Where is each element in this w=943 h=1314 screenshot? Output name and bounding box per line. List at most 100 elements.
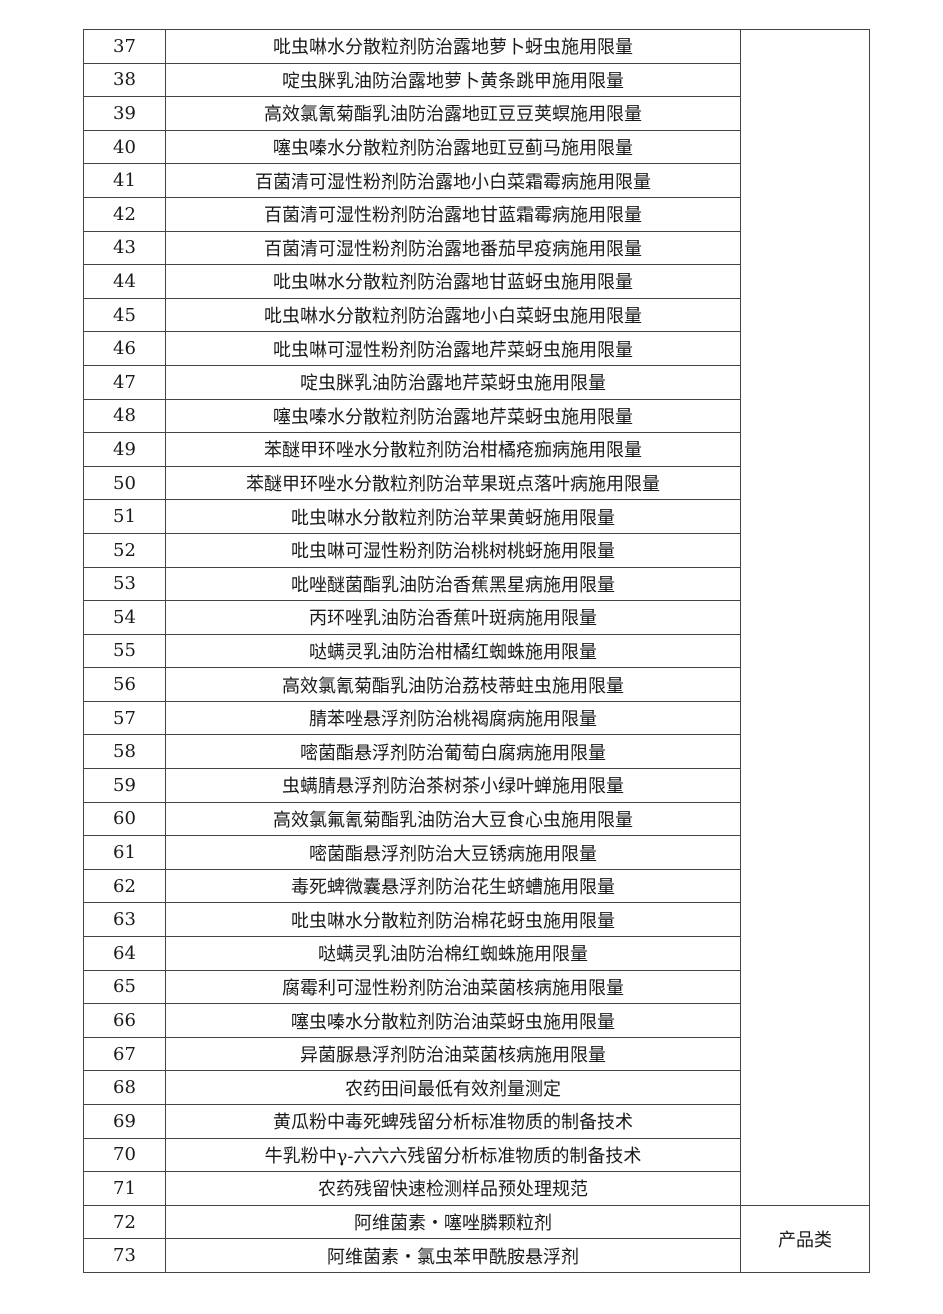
standard-name: 苯醚甲环唑水分散粒剂防治柑橘疮痂病施用限量 <box>165 432 741 467</box>
table-row: 57 腈苯唑悬浮剂防治桃褐腐病施用限量 <box>83 700 870 736</box>
category-cell <box>740 29 870 1206</box>
standard-name: 农药残留快速检测样品预处理规范 <box>165 1171 741 1206</box>
row-number: 46 <box>83 331 166 366</box>
standard-name: 哒螨灵乳油防治棉红蜘蛛施用限量 <box>165 936 741 971</box>
row-number: 63 <box>83 902 166 938</box>
row-number: 38 <box>83 62 166 98</box>
table-row: 50 苯醚甲环唑水分散粒剂防治苹果斑点落叶病施用限量 <box>83 465 870 501</box>
row-number: 49 <box>83 432 166 467</box>
table-row: 38 啶虫脒乳油防治露地萝卜黄条跳甲施用限量 <box>83 62 870 98</box>
row-number: 50 <box>83 465 166 501</box>
row-number: 47 <box>83 364 166 400</box>
row-number: 53 <box>83 566 166 602</box>
standard-name: 吡虫啉水分散粒剂防治露地甘蓝蚜虫施用限量 <box>165 264 741 299</box>
standard-name: 阿维菌素・噻唑膦颗粒剂 <box>165 1204 741 1240</box>
row-number: 41 <box>83 163 166 198</box>
table-row: 53 吡唑醚菌酯乳油防治香蕉黑星病施用限量 <box>83 566 870 602</box>
standard-name: 高效氯氟氰菊酯乳油防治大豆食心虫施用限量 <box>165 801 741 837</box>
standard-name: 高效氯氰菊酯乳油防治露地豇豆豆荚螟施用限量 <box>165 96 741 131</box>
table-row: 48 噻虫嗪水分散粒剂防治露地芹菜蚜虫施用限量 <box>83 398 870 434</box>
row-number: 56 <box>83 667 166 702</box>
table-row: 65 腐霉利可湿性粉剂防治油菜菌核病施用限量 <box>83 969 870 1005</box>
row-number: 73 <box>83 1238 166 1273</box>
standard-name: 毒死蜱微囊悬浮剂防治花生蛴螬施用限量 <box>165 868 741 904</box>
standard-name: 吡虫啉水分散粒剂防治苹果黄蚜施用限量 <box>165 499 741 534</box>
table-row: 49 苯醚甲环唑水分散粒剂防治柑橘疮痂病施用限量 <box>83 432 870 467</box>
row-number: 57 <box>83 700 166 736</box>
standard-name: 吡虫啉可湿性粉剂防治露地芹菜蚜虫施用限量 <box>165 331 741 366</box>
table-row: 42 百菌清可湿性粉剂防治露地甘蓝霜霉病施用限量 <box>83 196 870 232</box>
table-row: 63 吡虫啉水分散粒剂防治棉花蚜虫施用限量 <box>83 902 870 938</box>
standard-name: 腐霉利可湿性粉剂防治油菜菌核病施用限量 <box>165 969 741 1005</box>
standard-name: 黄瓜粉中毒死蜱残留分析标准物质的制备技术 <box>165 1104 741 1139</box>
table-row: 73 阿维菌素・氯虫苯甲酰胺悬浮剂 <box>83 1238 870 1273</box>
table-row: 39 高效氯氰菊酯乳油防治露地豇豆豆荚螟施用限量 <box>83 96 870 131</box>
table-row: 55 哒螨灵乳油防治柑橘红蜘蛛施用限量 <box>83 633 870 669</box>
row-number: 72 <box>83 1204 166 1240</box>
table-row: 47 啶虫脒乳油防治露地芹菜蚜虫施用限量 <box>83 364 870 400</box>
standard-name: 阿维菌素・氯虫苯甲酰胺悬浮剂 <box>165 1238 741 1273</box>
row-number: 43 <box>83 230 166 266</box>
row-number: 52 <box>83 532 166 568</box>
row-number: 70 <box>83 1137 166 1173</box>
table-row: 40 噻虫嗪水分散粒剂防治露地豇豆蓟马施用限量 <box>83 129 870 165</box>
row-number: 65 <box>83 969 166 1005</box>
table-row: 61 嘧菌酯悬浮剂防治大豆锈病施用限量 <box>83 835 870 870</box>
standard-name: 嘧菌酯悬浮剂防治大豆锈病施用限量 <box>165 835 741 870</box>
row-number: 68 <box>83 1070 166 1105</box>
row-number: 42 <box>83 196 166 232</box>
row-number: 71 <box>83 1171 166 1206</box>
table-row: 45 吡虫啉水分散粒剂防治露地小白菜蚜虫施用限量 <box>83 297 870 333</box>
standard-name: 啶虫脒乳油防治露地萝卜黄条跳甲施用限量 <box>165 62 741 98</box>
table-row: 72 阿维菌素・噻唑膦颗粒剂 产品类 <box>83 1204 870 1273</box>
standard-name: 异菌脲悬浮剂防治油菜菌核病施用限量 <box>165 1036 741 1072</box>
row-number: 44 <box>83 264 166 299</box>
standard-name: 百菌清可湿性粉剂防治露地番茄早疫病施用限量 <box>165 230 741 266</box>
standard-name: 吡虫啉水分散粒剂防治棉花蚜虫施用限量 <box>165 902 741 938</box>
standard-name: 吡唑醚菌酯乳油防治香蕉黑星病施用限量 <box>165 566 741 602</box>
standard-name: 苯醚甲环唑水分散粒剂防治苹果斑点落叶病施用限量 <box>165 465 741 501</box>
table-row: 43 百菌清可湿性粉剂防治露地番茄早疫病施用限量 <box>83 230 870 266</box>
row-number: 55 <box>83 633 166 669</box>
standard-name: 百菌清可湿性粉剂防治露地小白菜霜霉病施用限量 <box>165 163 741 198</box>
row-number: 62 <box>83 868 166 904</box>
table-row: 44 吡虫啉水分散粒剂防治露地甘蓝蚜虫施用限量 <box>83 264 870 299</box>
category-cell: 产品类 <box>740 1204 870 1273</box>
standard-name: 丙环唑乳油防治香蕉叶斑病施用限量 <box>165 600 741 635</box>
row-number: 69 <box>83 1104 166 1139</box>
row-number: 48 <box>83 398 166 434</box>
row-number: 59 <box>83 768 166 803</box>
row-number: 66 <box>83 1003 166 1038</box>
row-number: 58 <box>83 734 166 770</box>
table-row: 51 吡虫啉水分散粒剂防治苹果黄蚜施用限量 <box>83 499 870 534</box>
row-number: 45 <box>83 297 166 333</box>
standard-name: 腈苯唑悬浮剂防治桃褐腐病施用限量 <box>165 700 741 736</box>
standard-name: 农药田间最低有效剂量测定 <box>165 1070 741 1105</box>
standard-name: 噻虫嗪水分散粒剂防治油菜蚜虫施用限量 <box>165 1003 741 1038</box>
row-number: 37 <box>83 29 166 64</box>
row-number: 54 <box>83 600 166 635</box>
table-row: 41 百菌清可湿性粉剂防治露地小白菜霜霉病施用限量 <box>83 163 870 198</box>
row-number: 51 <box>83 499 166 534</box>
table-row: 52 吡虫啉可湿性粉剂防治桃树桃蚜施用限量 <box>83 532 870 568</box>
standard-name: 高效氯氰菊酯乳油防治荔枝蒂蛀虫施用限量 <box>165 667 741 702</box>
row-number: 64 <box>83 936 166 971</box>
standard-name: 吡虫啉可湿性粉剂防治桃树桃蚜施用限量 <box>165 532 741 568</box>
row-number: 60 <box>83 801 166 837</box>
standard-name: 噻虫嗪水分散粒剂防治露地豇豆蓟马施用限量 <box>165 129 741 165</box>
standard-name: 嘧菌酯悬浮剂防治葡萄白腐病施用限量 <box>165 734 741 770</box>
standard-name: 啶虫脒乳油防治露地芹菜蚜虫施用限量 <box>165 364 741 400</box>
row-number: 39 <box>83 96 166 131</box>
table-row: 60 高效氯氟氰菊酯乳油防治大豆食心虫施用限量 <box>83 801 870 837</box>
table-row: 69 黄瓜粉中毒死蜱残留分析标准物质的制备技术 <box>83 1104 870 1139</box>
standard-name: 牛乳粉中γ-六六六残留分析标准物质的制备技术 <box>165 1137 741 1173</box>
table-row: 62 毒死蜱微囊悬浮剂防治花生蛴螬施用限量 <box>83 868 870 904</box>
table-row: 56 高效氯氰菊酯乳油防治荔枝蒂蛀虫施用限量 <box>83 667 870 702</box>
standard-name: 吡虫啉水分散粒剂防治露地小白菜蚜虫施用限量 <box>165 297 741 333</box>
standard-name: 虫螨腈悬浮剂防治茶树茶小绿叶蝉施用限量 <box>165 768 741 803</box>
standard-name: 哒螨灵乳油防治柑橘红蜘蛛施用限量 <box>165 633 741 669</box>
table-row: 59 虫螨腈悬浮剂防治茶树茶小绿叶蝉施用限量 <box>83 768 870 803</box>
row-number: 67 <box>83 1036 166 1072</box>
row-number: 40 <box>83 129 166 165</box>
standard-name: 百菌清可湿性粉剂防治露地甘蓝霜霉病施用限量 <box>165 196 741 232</box>
